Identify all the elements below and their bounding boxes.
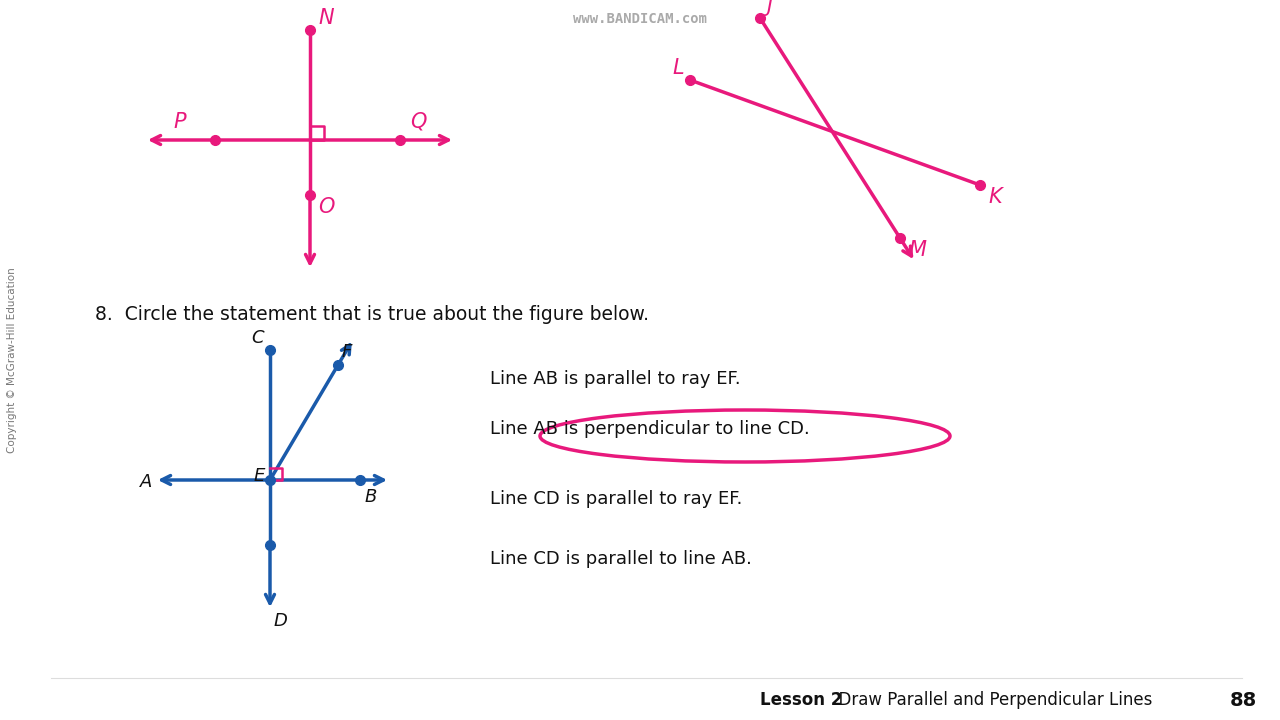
Text: 88: 88	[1230, 690, 1257, 709]
Text: A: A	[140, 473, 152, 491]
Text: Lesson 2: Lesson 2	[760, 691, 842, 709]
Text: L: L	[672, 58, 684, 78]
Text: J: J	[765, 0, 772, 16]
Text: Copyright © McGraw-Hill Education: Copyright © McGraw-Hill Education	[6, 267, 17, 453]
Text: Line CD is parallel to line AB.: Line CD is parallel to line AB.	[490, 550, 751, 568]
Text: B: B	[365, 488, 378, 506]
Text: Line AB is perpendicular to line CD.: Line AB is perpendicular to line CD.	[490, 420, 810, 438]
Text: K: K	[988, 187, 1002, 207]
Text: Q: Q	[410, 112, 426, 132]
Text: Line CD is parallel to ray EF.: Line CD is parallel to ray EF.	[490, 490, 742, 508]
Text: www.BANDICAM.com: www.BANDICAM.com	[573, 12, 707, 26]
Text: P: P	[174, 112, 187, 132]
Text: F: F	[342, 343, 352, 361]
Text: Draw Parallel and Perpendicular Lines: Draw Parallel and Perpendicular Lines	[828, 691, 1152, 709]
Text: 8.  Circle the statement that is true about the figure below.: 8. Circle the statement that is true abo…	[95, 305, 649, 324]
Text: O: O	[317, 197, 334, 217]
Text: E: E	[253, 467, 265, 485]
Text: Line AB is parallel to ray EF.: Line AB is parallel to ray EF.	[490, 370, 741, 388]
Text: M: M	[908, 240, 925, 260]
Text: D: D	[274, 612, 288, 630]
Text: C: C	[251, 329, 264, 347]
Text: N: N	[317, 8, 334, 28]
